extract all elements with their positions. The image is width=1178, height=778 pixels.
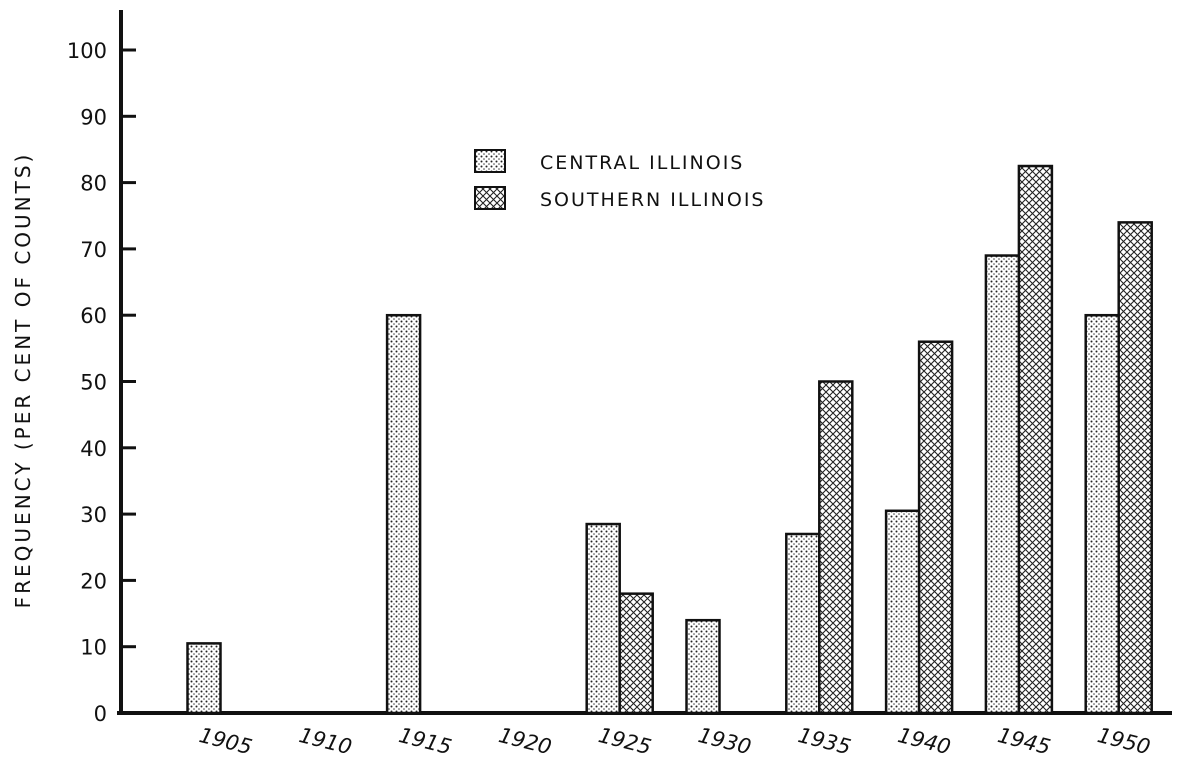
y-tick-label: 30 xyxy=(80,503,107,527)
bar-central-1905 xyxy=(186,642,222,715)
bar-southern-1925 xyxy=(618,592,654,715)
bar-southern-1950 xyxy=(1117,221,1153,715)
legend: CENTRAL ILLINOIS SOUTHERN ILLINOIS xyxy=(474,149,765,211)
x-tick-label: 1910 xyxy=(297,723,355,759)
x-tick-label: 1940 xyxy=(895,723,953,759)
legend-swatch-southern-illinois xyxy=(474,186,506,210)
bar-central-1930 xyxy=(685,618,721,715)
y-tick-label: 100 xyxy=(67,39,107,63)
y-tick-label: 0 xyxy=(94,702,107,726)
y-ticks: 0 10 20 30 40 50 60 70 80 90 100 xyxy=(67,39,136,726)
y-tick-label: 80 xyxy=(80,172,107,196)
y-tick-label: 60 xyxy=(80,304,107,328)
x-tick-label: 1925 xyxy=(596,723,654,759)
bar-southern-1940 xyxy=(917,340,954,715)
bar-central-1915 xyxy=(385,313,422,715)
bar-southern-1935 xyxy=(818,380,854,715)
bar-southern-1945 xyxy=(1017,164,1054,715)
bar-central-1925 xyxy=(585,522,621,715)
x-tick-label: 1915 xyxy=(396,723,454,759)
y-axis-label: FREQUENCY (PER CENT OF COUNTS) xyxy=(11,152,35,609)
y-tick-label: 50 xyxy=(80,371,107,395)
x-tick-label: 1950 xyxy=(1095,723,1153,759)
x-ticks: 1905 1910 1915 1920 1925 1930 1935 1940 1945 1950 xyxy=(197,723,1153,759)
legend-label-southern-illinois: SOUTHERN ILLINOIS xyxy=(540,189,765,211)
bars xyxy=(186,164,1153,715)
x-tick-label: 1935 xyxy=(796,723,854,759)
bar-central-1950 xyxy=(1084,313,1120,715)
bar-central-1945 xyxy=(984,254,1021,715)
x-tick-label: 1920 xyxy=(496,723,554,759)
y-tick-label: 20 xyxy=(80,569,107,593)
bar-central-1935 xyxy=(785,532,821,715)
x-tick-label: 1930 xyxy=(696,723,754,759)
legend-label-central-illinois: CENTRAL ILLINOIS xyxy=(540,152,744,174)
y-tick-label: 70 xyxy=(80,238,107,262)
x-tick-label: 1905 xyxy=(197,723,255,759)
legend-swatch-central-illinois xyxy=(474,149,506,173)
y-tick-label: 10 xyxy=(80,636,107,660)
y-tick-label: 40 xyxy=(80,437,107,461)
x-tick-label: 1945 xyxy=(995,723,1053,759)
y-tick-label: 90 xyxy=(80,105,107,129)
bar-central-1940 xyxy=(884,509,921,715)
